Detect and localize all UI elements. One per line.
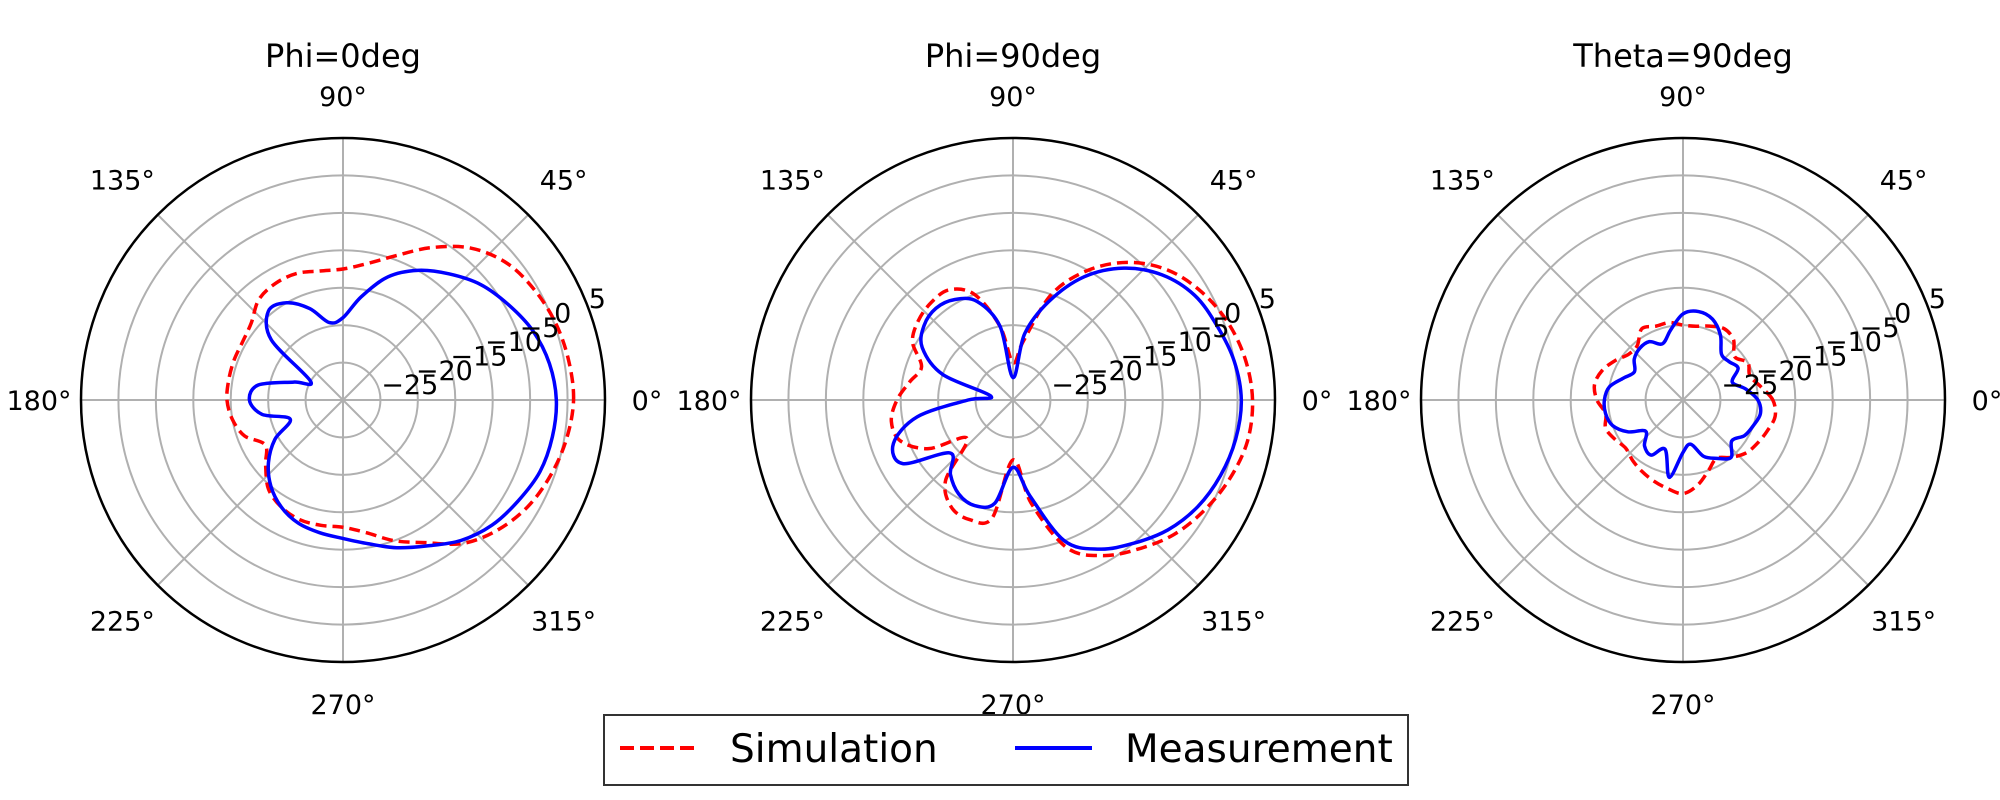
radial-tick-label: 0 [554, 299, 571, 330]
radial-tick-label: 5 [1259, 284, 1276, 315]
radial-tick-label: −15 [1790, 342, 1847, 373]
grid-spoke [1497, 399, 1684, 586]
grid-spoke [1682, 399, 1869, 586]
radial-tick-label: −10 [485, 327, 542, 358]
angle-tick-label: 315° [1201, 607, 1266, 638]
grid-spoke [1012, 399, 1199, 586]
grid-spoke [1012, 214, 1199, 401]
angle-tick-label: 315° [531, 607, 596, 638]
angle-tick-label: 45° [1210, 165, 1258, 196]
grid-spoke [827, 214, 1014, 401]
angle-tick-label: 135° [760, 165, 825, 196]
radial-tick-label: −5 [1860, 313, 1900, 344]
angle-tick-label: 90° [319, 82, 367, 113]
radial-tick-label: 0 [1224, 299, 1241, 330]
series-line-simulation [889, 260, 1255, 558]
polar-frame [79, 136, 607, 664]
radial-tick-label: −20 [1756, 356, 1813, 387]
angle-tick-label: 180° [1346, 386, 1411, 417]
grid-spoke [342, 399, 529, 586]
series-line-simulation [1592, 320, 1778, 496]
angle-tick-label: 225° [1430, 607, 1495, 638]
polar-frame [1419, 136, 1947, 664]
grid-spoke [827, 399, 1014, 586]
series-line-measurement [890, 266, 1244, 551]
radial-tick-label: −10 [1155, 327, 1212, 358]
angle-tick-label: 0° [632, 386, 663, 417]
angle-tick-label: 225° [90, 607, 155, 638]
grid-spoke [157, 214, 344, 401]
angle-tick-label: 0° [1302, 386, 1333, 417]
legend-frame [603, 714, 1409, 786]
radial-tick-label: 5 [589, 284, 606, 315]
angle-tick-label: 270° [310, 690, 375, 721]
angle-tick-label: 180° [6, 386, 71, 417]
angle-tick-label: 180° [676, 386, 741, 417]
radial-tick-label: −25 [381, 370, 438, 401]
polar-panel-phi0: −25−20−15−10−50 5 0° 45° 90° 135° 180° 225° 270°… [6, 37, 662, 721]
series-line-simulation [225, 244, 576, 546]
angle-tick-label: 135° [90, 165, 155, 196]
angle-tick-label: 0° [1972, 386, 2000, 417]
panel-title: Phi=0deg [265, 37, 421, 75]
angle-tick-label: 225° [760, 607, 825, 638]
radial-tick-label: −5 [1190, 313, 1230, 344]
legend-label-simulation: Simulation [730, 727, 938, 772]
panel-title: Phi=90deg [925, 37, 1101, 75]
grid-spoke [1682, 214, 1869, 401]
polar-panel-phi90: −25−20−15−10−50 50°45°90°135°180°225°270°… [676, 37, 1332, 721]
angle-tick-label: 45° [1880, 165, 1928, 196]
radial-tick-label: −15 [1120, 342, 1177, 373]
radial-tick-label: 0 [1894, 299, 1911, 330]
radial-tick-label: 5 [1929, 284, 1946, 315]
angle-tick-label: 270° [1650, 690, 1715, 721]
angle-tick-label: 90° [989, 82, 1037, 113]
grid-spoke [1497, 214, 1684, 401]
radial-tick-label: −25 [1051, 370, 1108, 401]
angle-tick-label: 45° [540, 165, 588, 196]
radial-tick-label: −20 [416, 356, 473, 387]
polar-frame [749, 136, 1277, 664]
radial-tick-label: −5 [520, 313, 560, 344]
series-line-measurement [1602, 309, 1763, 480]
polar-panel-theta90: −25−20−15−10−50 5 0° 45° 90° 135° 180° 225° 270°… [1346, 37, 2000, 721]
angle-tick-label: 90° [1659, 82, 1707, 113]
radial-tick-label: −15 [450, 342, 507, 373]
radial-tick-label: −20 [1086, 356, 1143, 387]
series-line-measurement [247, 268, 559, 550]
grid-spoke [157, 399, 344, 586]
panel-title: Theta=90deg [1572, 37, 1793, 75]
angle-tick-label: 315° [1871, 607, 1936, 638]
radial-tick-label: −10 [1825, 327, 1882, 358]
radial-tick-label: −25 [1721, 370, 1778, 401]
legend: Simulation Measurement [603, 714, 1409, 786]
grid-spoke [342, 214, 529, 401]
legend-label-measurement: Measurement [1125, 727, 1393, 772]
angle-tick-label: 135° [1430, 165, 1495, 196]
